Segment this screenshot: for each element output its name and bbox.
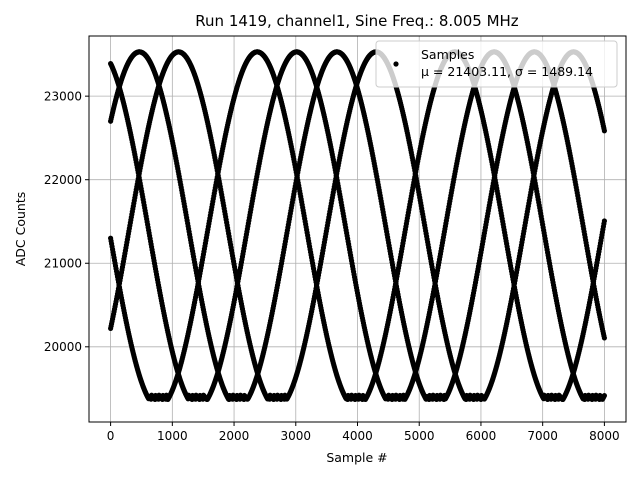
legend-marker [393, 61, 399, 67]
data-point [601, 128, 608, 134]
x-tick-label: 1000 [157, 429, 188, 443]
data-point [601, 218, 608, 224]
x-tick-label: 2000 [219, 429, 250, 443]
legend-stats: μ = 21403.11, σ = 1489.14 [421, 64, 593, 79]
x-tick-label: 4000 [342, 429, 373, 443]
x-axis: 0 1000 2000 3000 4000 5000 6000 7000 8000 [107, 422, 620, 443]
x-tick-label: 8000 [589, 429, 620, 443]
x-tick-label: 3000 [281, 429, 312, 443]
x-tick-label: 5000 [404, 429, 435, 443]
data-point [601, 392, 608, 399]
data-point [601, 335, 608, 341]
y-axis-label: ADC Counts [13, 192, 28, 267]
y-axis: 20000 21000 22000 23000 [44, 89, 89, 354]
x-tick-label: 6000 [466, 429, 497, 443]
y-tick-label: 20000 [44, 340, 82, 354]
legend-box [375, 40, 618, 88]
legend: Samples μ = 21403.11, σ = 1489.14 [375, 40, 618, 88]
y-tick-label: 21000 [44, 257, 82, 271]
y-tick-label: 23000 [44, 89, 82, 103]
legend-title: Samples [421, 47, 474, 62]
x-tick-label: 0 [107, 429, 115, 443]
x-axis-label: Sample # [326, 450, 387, 465]
chart-title: Run 1419, channel1, Sine Freq.: 8.005 MH… [195, 12, 519, 30]
y-tick-label: 22000 [44, 173, 82, 187]
x-tick-label: 7000 [527, 429, 558, 443]
plot-area [88, 35, 627, 423]
